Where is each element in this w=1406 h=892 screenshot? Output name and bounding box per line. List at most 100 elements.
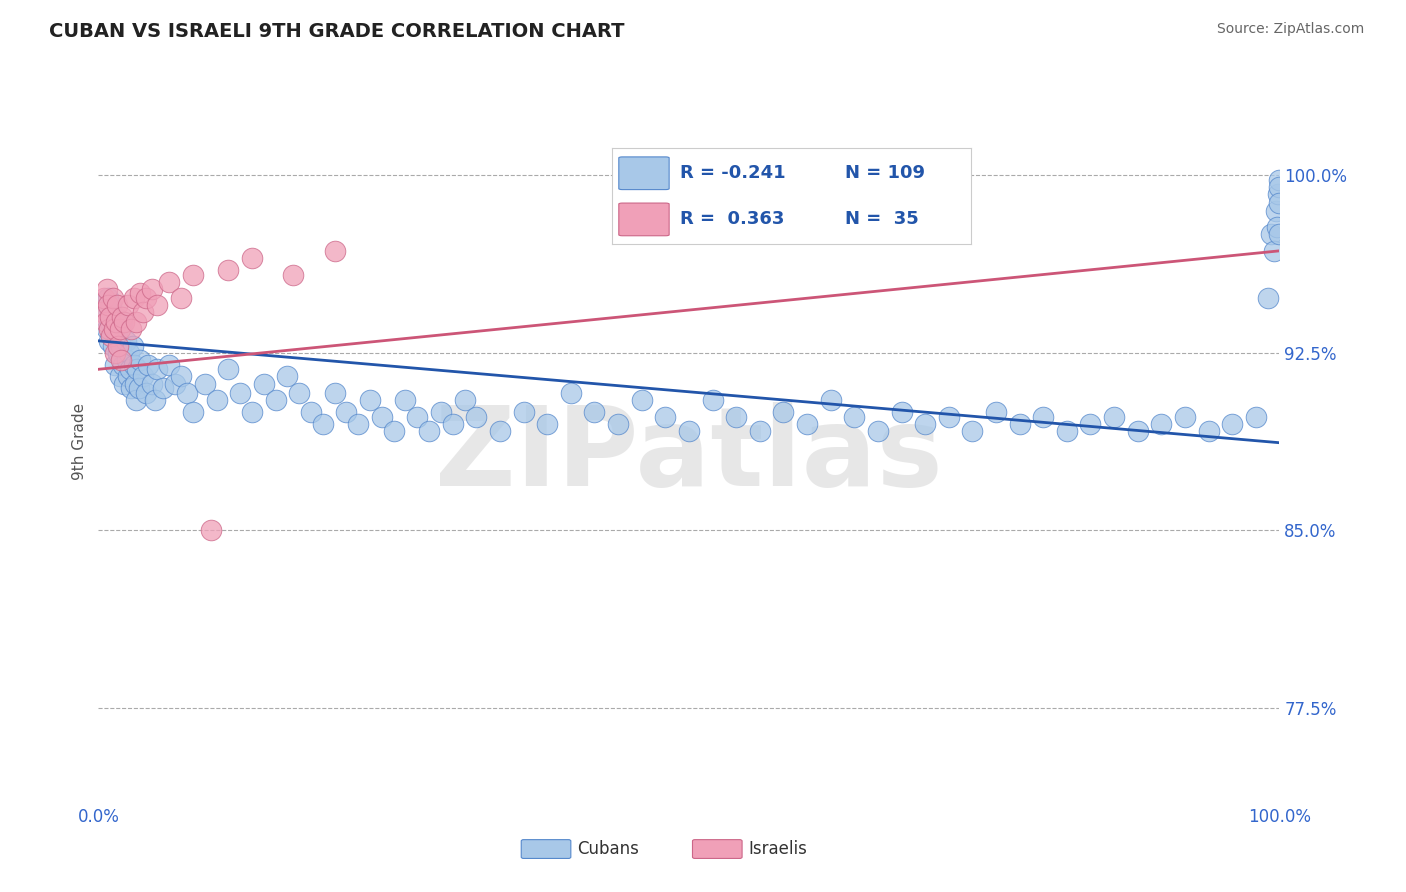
Point <box>146 362 169 376</box>
Point <box>127 362 149 376</box>
Point <box>264 393 287 408</box>
Point <box>630 393 652 408</box>
Point <box>217 362 239 376</box>
Point <box>128 286 150 301</box>
Point <box>101 291 124 305</box>
Point <box>299 405 322 419</box>
Point <box>105 315 128 329</box>
Point <box>1267 186 1289 201</box>
Point <box>111 315 134 329</box>
Point <box>104 345 127 359</box>
Point <box>702 393 724 408</box>
Point <box>111 310 134 325</box>
Point <box>240 405 263 419</box>
FancyBboxPatch shape <box>619 157 669 190</box>
Point <box>124 376 146 391</box>
Point <box>1126 424 1149 438</box>
Point <box>125 393 148 408</box>
Point <box>430 405 453 419</box>
Point <box>200 524 222 538</box>
Point <box>323 244 346 258</box>
Point <box>560 386 582 401</box>
Point <box>536 417 558 431</box>
Point <box>146 298 169 312</box>
FancyBboxPatch shape <box>693 839 742 858</box>
Point <box>94 315 117 329</box>
Y-axis label: 9th Grade: 9th Grade <box>72 403 87 480</box>
Text: R =  0.363: R = 0.363 <box>681 211 785 228</box>
Text: Cubans: Cubans <box>576 840 638 858</box>
Point <box>1268 227 1291 242</box>
Point <box>110 338 132 352</box>
Point <box>844 409 866 424</box>
Point <box>104 358 127 372</box>
Point <box>772 405 794 419</box>
Text: R = -0.241: R = -0.241 <box>681 164 786 182</box>
Point <box>181 405 204 419</box>
FancyBboxPatch shape <box>619 203 669 235</box>
Point <box>157 275 180 289</box>
Point <box>1260 227 1282 242</box>
Point <box>820 393 842 408</box>
Point <box>141 282 163 296</box>
Point <box>240 251 263 265</box>
Point <box>170 369 193 384</box>
Point <box>97 291 120 305</box>
Point <box>394 393 416 408</box>
Text: ZIPatlas: ZIPatlas <box>434 402 943 509</box>
Point <box>489 424 512 438</box>
Point <box>93 291 115 305</box>
Point <box>96 322 118 336</box>
Point <box>1265 220 1288 235</box>
Point <box>181 268 204 282</box>
Text: N =  35: N = 35 <box>845 211 920 228</box>
Point <box>98 310 121 325</box>
Point <box>984 405 1007 419</box>
Point <box>91 305 114 319</box>
Point <box>796 417 818 431</box>
Point <box>1080 417 1102 431</box>
Point <box>98 322 121 336</box>
Point <box>125 315 148 329</box>
Point <box>890 405 912 419</box>
Point <box>1244 409 1267 424</box>
Point <box>323 386 346 401</box>
Point <box>136 358 159 372</box>
Point <box>98 334 121 348</box>
Point <box>441 417 464 431</box>
Point <box>121 338 143 352</box>
Point <box>276 369 298 384</box>
Point <box>1268 180 1291 194</box>
Point <box>1102 409 1125 424</box>
Point <box>100 329 122 343</box>
Point <box>105 329 128 343</box>
Point <box>283 268 305 282</box>
Point <box>176 386 198 401</box>
Point <box>962 424 984 438</box>
Point <box>194 376 217 391</box>
Point <box>132 369 155 384</box>
Point <box>725 409 748 424</box>
Point <box>118 345 141 359</box>
Point <box>1268 196 1291 211</box>
Point <box>938 409 960 424</box>
Point <box>359 393 381 408</box>
Point <box>1220 417 1243 431</box>
Point <box>1198 424 1220 438</box>
Point <box>914 417 936 431</box>
Point <box>1268 173 1291 187</box>
Text: N = 109: N = 109 <box>845 164 925 182</box>
Point <box>117 369 139 384</box>
Point <box>1174 409 1197 424</box>
Point <box>335 405 357 419</box>
Point <box>98 315 121 329</box>
Point <box>157 358 180 372</box>
Point <box>347 417 370 431</box>
Point <box>112 358 135 372</box>
Point <box>748 424 770 438</box>
Point <box>100 298 122 312</box>
Point <box>117 298 139 312</box>
Point <box>866 424 889 438</box>
Text: CUBAN VS ISRAELI 9TH GRADE CORRELATION CHART: CUBAN VS ISRAELI 9TH GRADE CORRELATION C… <box>49 22 624 41</box>
Point <box>120 362 142 376</box>
